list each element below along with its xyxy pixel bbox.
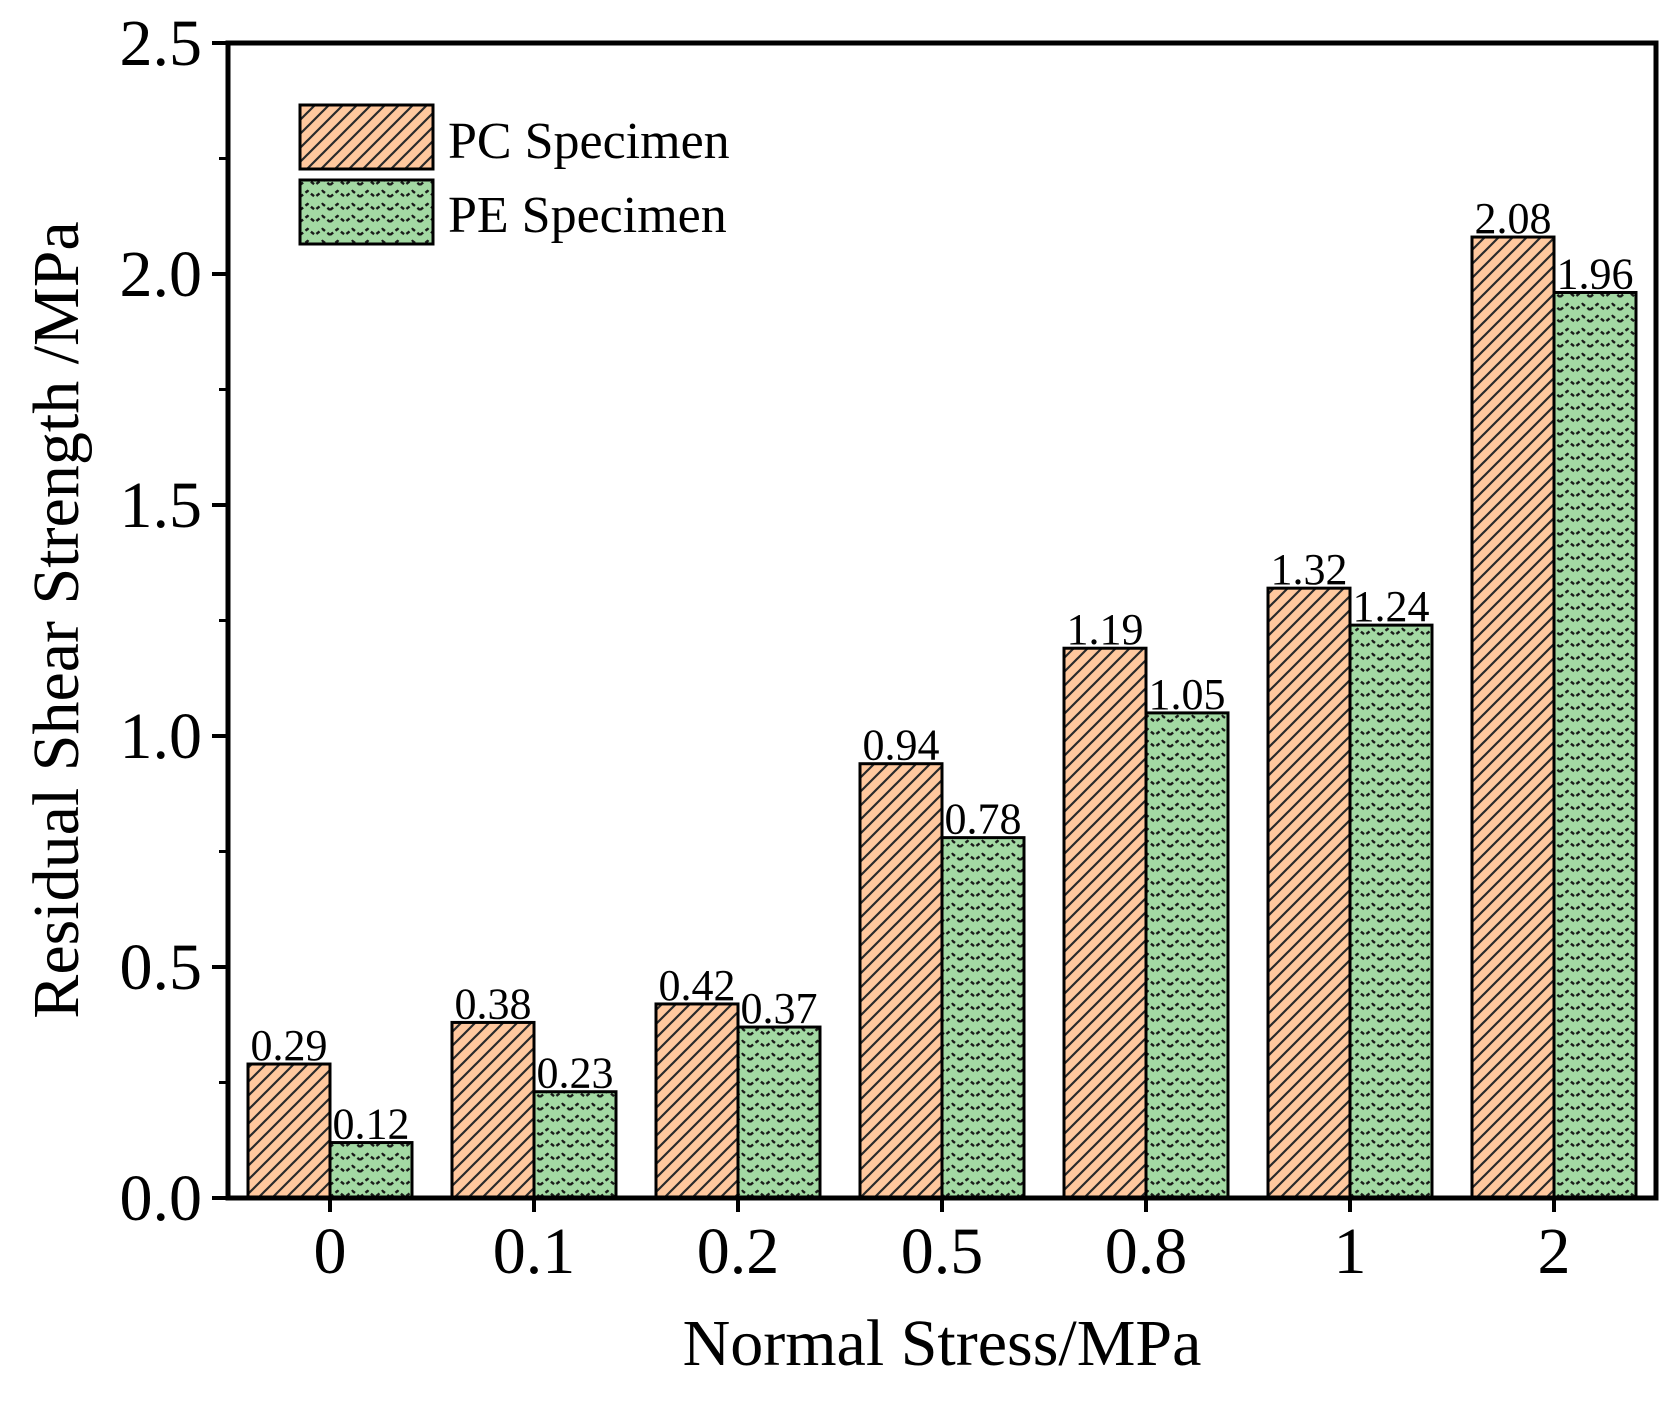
legend-label-pc: PC Specimen <box>448 113 730 170</box>
data-label-pe-0.1: 0.23 <box>537 1049 614 1098</box>
data-labels-group: 0.290.12 0.380.23 0.42 0.37 0.940.78 1.191.05… <box>251 194 1634 1149</box>
x-tick-label: 2 <box>1538 1215 1571 1288</box>
bar-pe-0 <box>328 1141 414 1200</box>
data-label-pc-1: 1.32 <box>1271 545 1348 594</box>
bar-pc-0.1 <box>450 1020 536 1200</box>
legend: PC Specimen PE Specimen <box>298 103 730 246</box>
y-tick-label: 1.5 <box>120 469 203 542</box>
y-tick-label: 2.5 <box>120 7 203 80</box>
data-label-pc-0.5: 0.94 <box>863 721 940 770</box>
legend-swatch-pe <box>298 178 435 246</box>
x-tick-label: 1 <box>1334 1215 1367 1288</box>
y-tick-label: 1.0 <box>120 700 203 773</box>
data-label-pe-0.8: 1.05 <box>1149 670 1226 719</box>
bar-pe-0.5 <box>940 836 1026 1200</box>
data-label-pe-1: 1.24 <box>1353 582 1430 631</box>
data-label-pe-0.5: 0.78 <box>945 795 1022 844</box>
bar-pe-0.1 <box>532 1090 618 1200</box>
data-label-pc-2: 2.08 <box>1475 194 1552 243</box>
y-axis-title: Residual Shear Strength /MPa <box>20 221 93 1018</box>
x-axis: 0 0.1 0.2 0.5 0.8 1 2 <box>314 1198 1571 1288</box>
data-label-pe-2: 1.96 <box>1557 249 1634 298</box>
y-tick-label: 2.0 <box>120 238 203 311</box>
bar-pe-0.2 <box>736 1025 822 1200</box>
data-label-pc-0.2: 0.42 <box>659 961 736 1010</box>
x-tick-label: 0.5 <box>901 1215 984 1288</box>
y-axis: 0.0 0.5 1.0 1.5 2.0 2.5 <box>120 7 228 1235</box>
bar-pc-1 <box>1266 586 1352 1200</box>
x-tick-label: 0.2 <box>697 1215 780 1288</box>
bar-pc-0.8 <box>1062 646 1148 1200</box>
data-label-pc-0.1: 0.38 <box>455 979 532 1028</box>
bar-pc-0.5 <box>858 762 944 1200</box>
legend-swatch-pc <box>298 103 435 171</box>
data-label-pc-0.8: 1.19 <box>1067 605 1144 654</box>
x-tick-label: 0.1 <box>493 1215 576 1288</box>
bar-pe-1 <box>1348 623 1434 1200</box>
bar-pe-0.8 <box>1144 711 1230 1200</box>
x-axis-title: Normal Stress/MPa <box>683 1307 1202 1380</box>
bar-pc-2 <box>1470 235 1556 1200</box>
bar-pc-0 <box>246 1062 332 1200</box>
bar-pe-2 <box>1552 290 1638 1200</box>
legend-label-pe: PE Specimen <box>448 187 727 244</box>
data-label-pe-0: 0.12 <box>333 1100 410 1149</box>
x-tick-label: 0.8 <box>1105 1215 1188 1288</box>
bars-group <box>246 235 1638 1200</box>
y-tick-label: 0.5 <box>120 931 203 1004</box>
x-tick-label: 0 <box>314 1215 347 1288</box>
y-tick-label: 0.0 <box>120 1162 203 1235</box>
data-label-pc-0: 0.29 <box>251 1021 328 1070</box>
data-label-pe-0.2: 0.37 <box>741 984 818 1033</box>
bar-pc-0.2 <box>654 1002 740 1200</box>
